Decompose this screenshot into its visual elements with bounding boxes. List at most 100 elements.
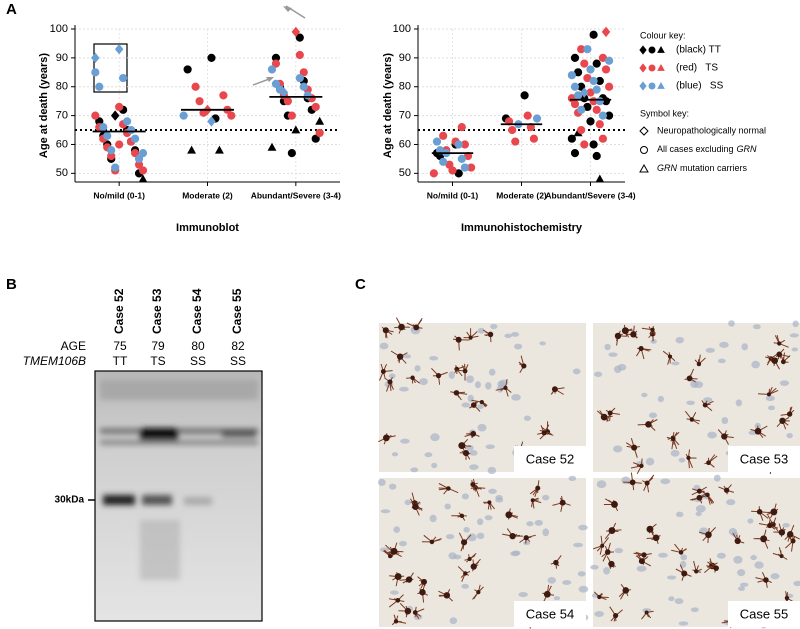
- cell-body: [779, 553, 784, 559]
- y-tick-label: 80: [399, 81, 411, 93]
- nucleus: [578, 585, 589, 593]
- nucleus: [674, 598, 684, 605]
- nucleus: [728, 320, 735, 327]
- cell-process: [593, 535, 609, 555]
- legend-symbol: [639, 126, 649, 136]
- data-point: [454, 140, 463, 149]
- age-value: 75: [113, 339, 127, 353]
- cell-body: [413, 324, 420, 331]
- nucleus: [578, 524, 588, 531]
- nucleus: [452, 554, 462, 560]
- y-tick-label: 50: [399, 167, 411, 179]
- data-point: [95, 82, 104, 91]
- cell-body: [608, 560, 615, 568]
- nucleus: [754, 561, 764, 569]
- legend-symbol: [639, 81, 647, 91]
- cell-body: [622, 587, 630, 594]
- nucleus: [721, 416, 729, 425]
- nucleus: [388, 373, 396, 379]
- image-label: Case 55: [740, 606, 788, 621]
- cell-body: [487, 331, 494, 338]
- nucleus: [671, 361, 680, 366]
- data-point: [580, 87, 589, 98]
- data-point: [287, 149, 296, 158]
- cell-body: [631, 444, 638, 451]
- cell-body: [410, 375, 415, 381]
- cell-body: [421, 578, 428, 585]
- cell-process: [406, 377, 420, 384]
- nucleus: [477, 423, 487, 432]
- nucleus: [741, 343, 748, 351]
- legend-symbol: [657, 45, 665, 53]
- nucleus: [403, 354, 412, 359]
- nucleus: [642, 608, 652, 613]
- x-tick-label: Moderate (2): [182, 190, 233, 200]
- data-point: [207, 53, 216, 62]
- legend-symbol: [639, 45, 647, 55]
- cell-body: [639, 463, 644, 469]
- nucleus: [469, 464, 479, 470]
- nucleus: [617, 363, 627, 371]
- nucleus: [650, 339, 657, 344]
- nucleus: [484, 515, 493, 521]
- image-label: Case 52: [526, 451, 574, 466]
- cell-body: [541, 430, 547, 436]
- nucleus: [590, 564, 599, 570]
- data-point: [271, 59, 281, 68]
- nucleus: [424, 452, 433, 458]
- data-point: [508, 125, 517, 135]
- data-point: [592, 59, 601, 68]
- cell-body: [608, 527, 616, 535]
- cell-body: [721, 433, 728, 440]
- blot-band: [140, 520, 180, 580]
- data-point: [595, 174, 605, 183]
- row-label: AGE: [61, 339, 86, 353]
- nucleus: [675, 336, 684, 344]
- nucleus: [613, 445, 623, 453]
- nucleus: [547, 576, 557, 584]
- data-point: [191, 82, 200, 91]
- x-tick-label: Abundant/Severe (3-4): [251, 190, 341, 200]
- nucleus: [490, 323, 498, 330]
- nucleus: [534, 519, 543, 526]
- data-point: [586, 117, 595, 126]
- nucleus: [448, 371, 455, 380]
- data-point: [99, 123, 108, 132]
- legend-label: (blue) SS: [676, 81, 724, 92]
- nucleus: [379, 342, 389, 350]
- nucleus: [523, 415, 531, 421]
- age-value: 80: [191, 339, 205, 353]
- data-point: [448, 166, 457, 175]
- nucleus: [511, 331, 520, 337]
- data-point: [103, 131, 112, 140]
- legend-label: Neuropathologically normal: [657, 125, 766, 135]
- arrowhead: [283, 6, 292, 12]
- nucleus: [751, 360, 760, 369]
- legend-symbol: [639, 163, 649, 173]
- age-value: 79: [151, 339, 165, 353]
- nucleus: [474, 381, 481, 389]
- nucleus: [400, 438, 410, 444]
- nucleus: [429, 356, 439, 361]
- nucleus: [485, 444, 495, 450]
- cell-body: [470, 482, 476, 487]
- cell-body: [412, 503, 419, 510]
- nucleus: [705, 347, 715, 353]
- nucleus: [391, 452, 399, 457]
- data-point: [580, 59, 589, 68]
- nucleus: [596, 480, 607, 489]
- panel-label: B: [6, 276, 17, 293]
- cell-process: [438, 588, 453, 602]
- cell-body: [393, 619, 399, 624]
- nucleus: [752, 324, 761, 330]
- nucleus: [449, 617, 458, 625]
- data-point: [311, 134, 320, 143]
- legend-symbol: [640, 146, 648, 154]
- cell-body: [455, 336, 462, 343]
- cell-process: [386, 542, 404, 558]
- cell-body: [763, 577, 769, 583]
- data-point: [123, 117, 132, 126]
- nucleus: [690, 380, 699, 388]
- cell-body: [460, 539, 468, 546]
- nucleus: [791, 347, 798, 352]
